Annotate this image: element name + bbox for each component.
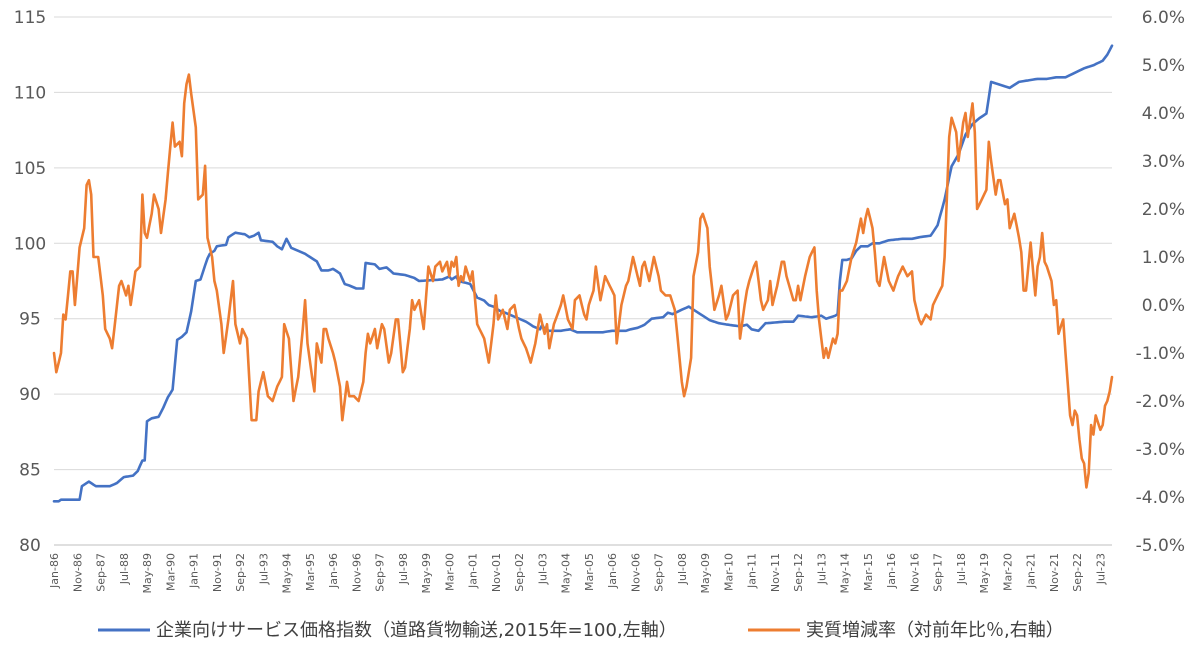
x-axis-tick-label: May-94: [281, 553, 294, 594]
x-axis-tick-label: May-19: [978, 553, 991, 594]
legend-label-growth-rate: 実質増減率（対前年比％,右軸）: [806, 620, 1064, 641]
x-axis-tick-label: Jan-21: [1025, 553, 1038, 589]
x-axis-tick-label: Mar-00: [443, 553, 456, 591]
left-axis-tick-label: 110: [14, 83, 46, 103]
x-axis-tick-label: Sep-22: [1071, 553, 1084, 592]
left-axis-tick-label: 115: [14, 8, 46, 28]
right-axis-tick-label: -2.0%: [1136, 392, 1185, 412]
right-axis-tick-label: 6.0%: [1142, 8, 1185, 28]
series-line-growth-rate: [52, 73, 1114, 489]
x-axis-tick-label: Jan-96: [327, 553, 340, 589]
x-axis-tick-label: Sep-97: [374, 553, 387, 592]
left-axis-tick-label: 105: [14, 159, 46, 179]
x-axis-tick-label: Jul-18: [955, 553, 968, 585]
right-axis-tick-label: -3.0%: [1136, 440, 1185, 460]
left-axis-tick-label: 95: [19, 310, 41, 330]
x-axis-tick-label: Jan-06: [606, 553, 619, 589]
x-axis-tick-label: Sep-07: [653, 553, 666, 592]
right-axis-tick-label: -1.0%: [1136, 344, 1185, 364]
x-axis-tick-label: Nov-06: [629, 553, 642, 592]
left-axis-tick-label: 90: [19, 385, 41, 405]
legend: 企業向けサービス価格指数（道路貨物輸送,2015年=100,左軸） 実質増減率（…: [98, 620, 1064, 641]
x-axis-tick-label: Jul-13: [815, 553, 828, 585]
x-axis-tick-label: Jul-98: [397, 553, 410, 585]
x-axis-tick-label: May-14: [839, 553, 852, 594]
left-axis-tick-label: 100: [14, 234, 46, 254]
x-axis-tick-label: May-09: [699, 553, 712, 594]
x-axis-tick-label: Jan-01: [467, 553, 480, 589]
x-axis-tick-label: Jul-08: [676, 553, 689, 585]
x-axis-tick-label: Nov-01: [490, 553, 503, 592]
x-axis-tick-label: Nov-16: [908, 553, 921, 592]
x-axis-tick-label: Jul-88: [118, 553, 131, 585]
x-axis-tick-label: Nov-86: [71, 553, 84, 592]
x-axis-tick-label: Mar-20: [1001, 553, 1014, 591]
gridlines: [54, 16, 1112, 471]
left-axis-tick-label: 85: [19, 461, 41, 481]
series-layer: [52, 44, 1114, 503]
right-axis-tick-label: 2.0%: [1142, 200, 1185, 220]
x-axis-tick-label: Mar-15: [862, 553, 875, 591]
x-axis-tick-label: Mar-05: [583, 553, 596, 591]
x-axis-tick-label: Sep-02: [513, 553, 526, 592]
x-axis-tick-label: Nov-11: [769, 553, 782, 592]
right-axis-tick-label: 5.0%: [1142, 56, 1185, 76]
axes: 80 85 90 95 100 105 110 115 -5.0% -4.0% -3.0% -2.0%…: [14, 8, 1185, 594]
x-axis-tick-label: Nov-91: [211, 553, 224, 592]
x-axis-tick-label: Jan-86: [48, 553, 61, 589]
x-axis-tick-label: Mar-90: [164, 553, 177, 591]
right-axis-tick-label: -4.0%: [1136, 488, 1185, 508]
left-axis-tick-label: 80: [19, 536, 41, 556]
x-axis-tick-label: Sep-17: [932, 553, 945, 592]
series-line-price-index: [52, 44, 1114, 503]
right-axis-tick-label: 3.0%: [1142, 152, 1185, 172]
x-axis-tick-label: Mar-10: [722, 553, 735, 591]
x-axis-tick-label: Sep-12: [792, 553, 805, 592]
x-axis-tick-label: May-04: [560, 553, 573, 594]
x-axis-tick-label: May-89: [141, 553, 154, 594]
right-axis-tick-label: 4.0%: [1142, 104, 1185, 124]
x-axis-tick-label: Jan-11: [746, 553, 759, 589]
x-axis-tick-label: Jul-23: [1094, 553, 1107, 585]
x-axis-tick-label: May-99: [420, 553, 433, 594]
right-axis-tick-label: 0.0%: [1142, 296, 1185, 316]
x-axis-tick-label: Jan-16: [885, 553, 898, 589]
x-axis-tick-label: Mar-95: [304, 553, 317, 591]
x-axis-tick-label: Nov-96: [350, 553, 363, 592]
x-axis-tick-label: Jul-93: [257, 553, 270, 585]
legend-label-price-index: 企業向けサービス価格指数（道路貨物輸送,2015年=100,左軸）: [156, 620, 677, 641]
x-axis-tick-label: Sep-87: [95, 553, 108, 592]
x-axis-tick-label: Jan-91: [188, 553, 201, 589]
right-axis-tick-label: -5.0%: [1136, 536, 1185, 556]
x-axis-tick-label: Sep-92: [234, 553, 247, 592]
x-axis-tick-label: Nov-21: [1048, 553, 1061, 592]
right-axis-tick-label: 1.0%: [1142, 248, 1185, 268]
x-axis-tick-label: Jul-03: [536, 553, 549, 585]
